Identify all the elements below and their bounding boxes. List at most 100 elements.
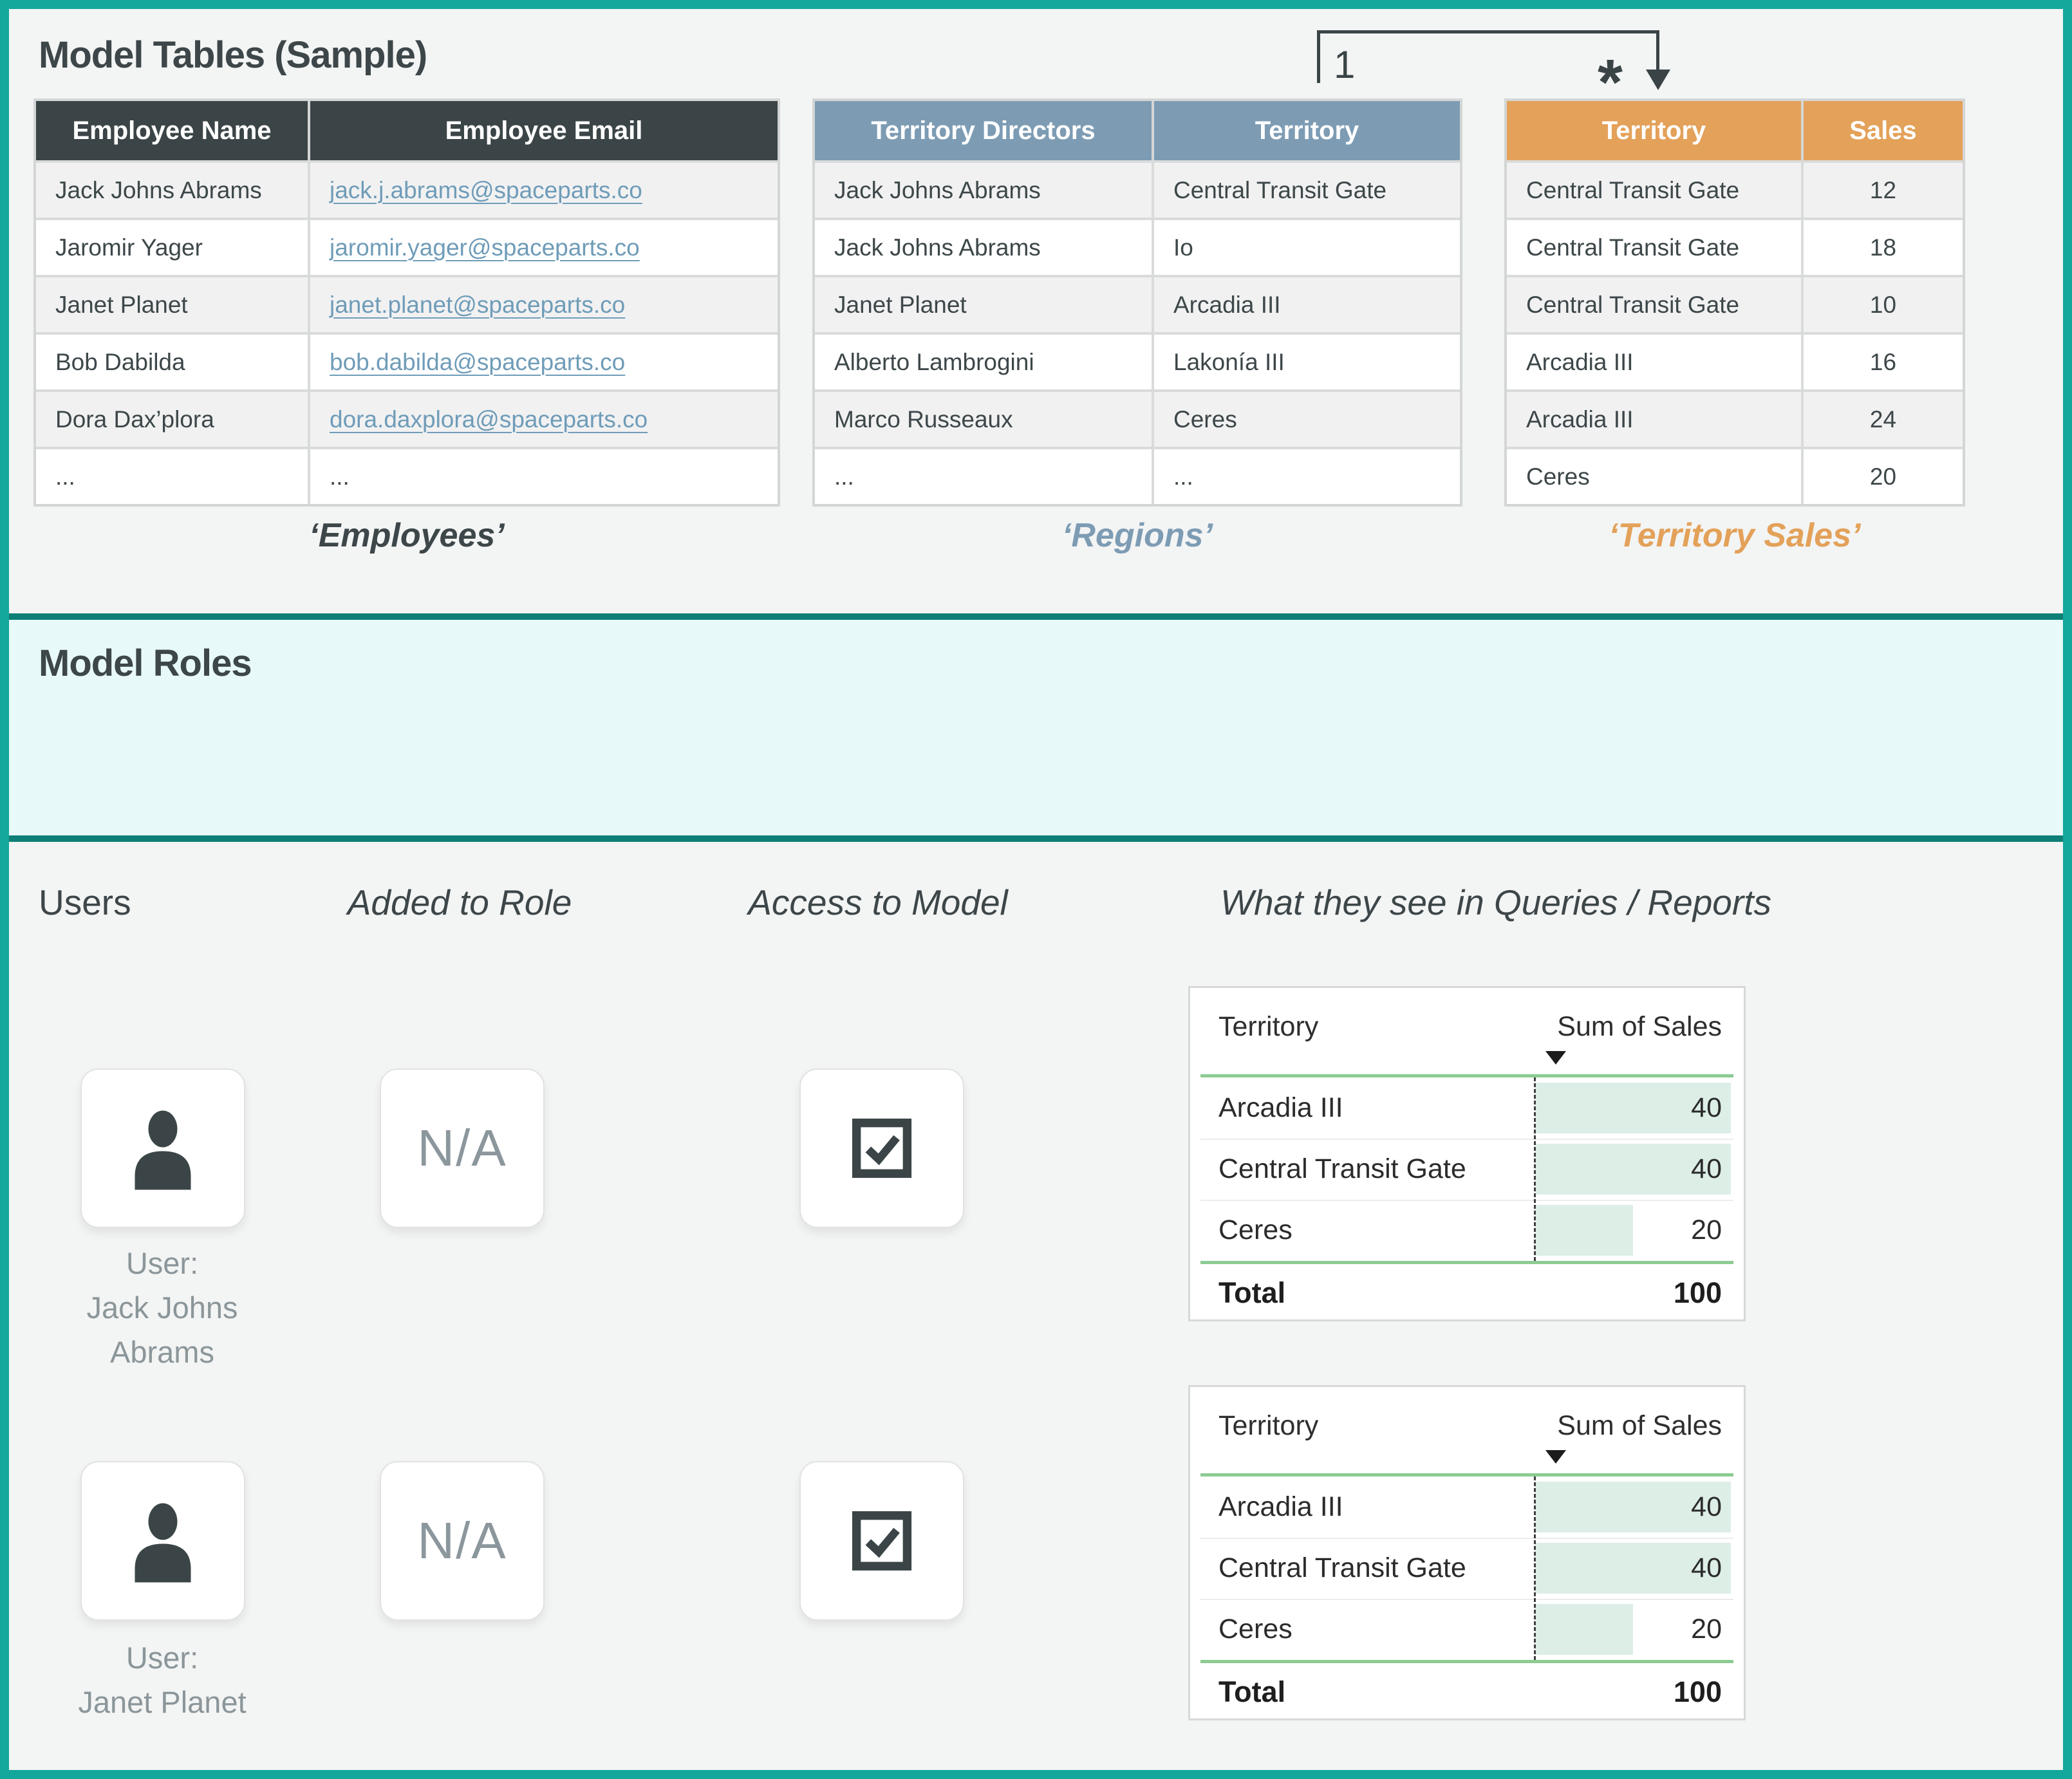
model-tables-title: Model Tables (Sample) [39, 34, 427, 76]
table-row: Jack Johns Abrams Io [815, 218, 1460, 275]
report-territory-cell: Central Transit Gate [1218, 1552, 1466, 1583]
territory-cell: Lakonía III [1173, 348, 1285, 375]
added-to-role-card: N/A [380, 1461, 545, 1621]
access-to-model-card [799, 1068, 964, 1228]
sales-cell: 18 [1869, 234, 1897, 261]
table-row: Central Transit Gate 18 [1507, 218, 1963, 275]
data-bar [1535, 1482, 1731, 1532]
table-row: Ceres 20 [1507, 447, 1963, 504]
user-label: User: Jack Johns Abrams [86, 1241, 238, 1374]
report-sales-value: 20 [1691, 1215, 1722, 1245]
table-row: Jack Johns Abrams jack.j.abrams@spacepar… [36, 160, 778, 218]
employee-name-cell: ... [36, 449, 310, 504]
report-total-row: Total 100 [1200, 1663, 1733, 1721]
territory-cell: Central Transit Gate [1173, 176, 1387, 203]
user-label-line: Janet Planet [78, 1685, 247, 1719]
sort-descending-icon[interactable] [1545, 1051, 1566, 1065]
data-bar [1535, 1083, 1731, 1133]
employee-email-link[interactable]: dora.daxplora@spaceparts.co [330, 405, 648, 433]
table-row: Central Transit Gate 12 [1507, 160, 1963, 218]
employee-email-link[interactable]: jack.j.abrams@spaceparts.co [330, 176, 642, 203]
table-row: Arcadia III 16 [1507, 332, 1963, 389]
employee-email-link[interactable]: jaromir.yager@spaceparts.co [330, 234, 640, 261]
user-label-line: Jack Johns [86, 1290, 238, 1325]
report-territory-cell: Arcadia III [1218, 1092, 1343, 1123]
employee-name-cell: Bob Dabilda [36, 335, 310, 389]
sales-cell: 16 [1869, 348, 1897, 375]
report-total-rule [1200, 1660, 1733, 1663]
territory-cell: Arcadia III [1173, 291, 1281, 318]
table-row: Jack Johns Abrams Central Transit Gate [815, 160, 1460, 218]
territory-director-cell: Janet Planet [815, 277, 1154, 332]
sales-cell: 20 [1869, 463, 1897, 490]
relationship-many-label: * [1598, 46, 1623, 118]
report-sum-of-sales-column-header: Sum of Sales [1557, 1410, 1722, 1441]
territory-cell: Ceres [1507, 449, 1804, 504]
employees-table-caption: ‘Employees’ [309, 517, 505, 554]
territory-director-cell: Marco Russeaux [815, 392, 1154, 447]
users-column-header: Users [39, 882, 131, 922]
checked-checkbox-icon [852, 1511, 912, 1571]
table-row-ellipsis: ... ... [815, 447, 1460, 504]
territory-cell: Central Transit Gate [1507, 277, 1804, 332]
territory-cell: Ceres [1173, 405, 1237, 433]
table-row: Arcadia III 24 [1507, 389, 1963, 447]
territory-sales-table: Territory Sales Central Transit Gate 12 … [1504, 98, 1965, 507]
table-row: Alberto Lambrogini Lakonía III [815, 332, 1460, 389]
report-header-rule [1200, 1074, 1733, 1077]
checked-checkbox-icon [852, 1118, 912, 1178]
report-row: Arcadia III 40 [1200, 1077, 1733, 1139]
access-to-model-column-header: Access to Model [748, 882, 1008, 922]
table-row: Central Transit Gate 10 [1507, 275, 1963, 332]
report-total-label: Total [1218, 1276, 1286, 1309]
users-section: Users Added to Role Access to Model What… [9, 842, 2063, 1770]
employee-email-cell: ... [330, 463, 350, 490]
territory-sales-table-caption: ‘Territory Sales’ [1609, 517, 1861, 554]
report-header: Territory Sum of Sales [1190, 1387, 1744, 1473]
report-table: Territory Sum of Sales Arcadia III 40 Ce… [1188, 986, 1746, 1321]
user-label: User: Janet Planet [78, 1635, 246, 1724]
employee-name-cell: Janet Planet [36, 277, 310, 332]
report-header-rule [1200, 1473, 1733, 1476]
what-they-see-column-header: What they see in Queries / Reports [1220, 882, 1771, 922]
report-territory-cell: Ceres [1218, 1614, 1293, 1644]
sales-cell: 12 [1869, 176, 1897, 203]
report-column-divider [1534, 1476, 1536, 1660]
employees-table: Employee Name Employee Email Jack Johns … [33, 98, 780, 507]
report-row: Ceres 20 [1200, 1599, 1733, 1660]
report-total-label: Total [1218, 1675, 1286, 1708]
arrow-down-icon [1646, 70, 1670, 90]
diagram-frame: Model Tables (Sample) Employee Name Empl… [9, 9, 2063, 1770]
model-roles-title: Model Roles [39, 642, 252, 684]
table-row: Marco Russeaux Ceres [815, 389, 1460, 447]
report-total-value: 100 [1673, 1675, 1722, 1708]
territory-director-cell: ... [815, 449, 1154, 504]
relationship-line-one-end [1317, 30, 1320, 83]
report-table: Territory Sum of Sales Arcadia III 40 Ce… [1188, 1385, 1746, 1720]
report-territory-cell: Central Transit Gate [1218, 1153, 1466, 1184]
data-bar [1535, 1144, 1731, 1195]
person-icon [135, 1503, 191, 1583]
relationship-line [1317, 30, 1659, 33]
territory-cell: Central Transit Gate [1507, 163, 1804, 218]
territory-sales-table-header: Territory Sales [1507, 101, 1963, 160]
sales-cell: 24 [1869, 405, 1897, 433]
territory-director-cell: Jack Johns Abrams [815, 220, 1154, 275]
access-to-model-card [799, 1461, 964, 1621]
employee-email-link[interactable]: bob.dabilda@spaceparts.co [330, 348, 626, 375]
employee-name-cell: Jack Johns Abrams [36, 163, 310, 218]
sort-descending-icon[interactable] [1545, 1450, 1566, 1464]
report-sum-of-sales-column-header: Sum of Sales [1557, 1011, 1722, 1042]
user-avatar-card [80, 1461, 245, 1621]
added-to-role-card: N/A [380, 1068, 545, 1228]
employee-email-column-header: Employee Email [445, 116, 643, 145]
employee-email-link[interactable]: janet.planet@spaceparts.co [330, 291, 626, 318]
territory-director-cell: Jack Johns Abrams [815, 163, 1154, 218]
data-bar [1535, 1604, 1633, 1655]
data-bar [1535, 1543, 1731, 1594]
regions-table: Territory Directors Territory Jack Johns… [812, 98, 1462, 507]
report-row: Arcadia III 40 [1200, 1476, 1733, 1538]
regions-table-header: Territory Directors Territory [815, 101, 1460, 160]
report-territory-column-header: Territory [1218, 1410, 1319, 1441]
